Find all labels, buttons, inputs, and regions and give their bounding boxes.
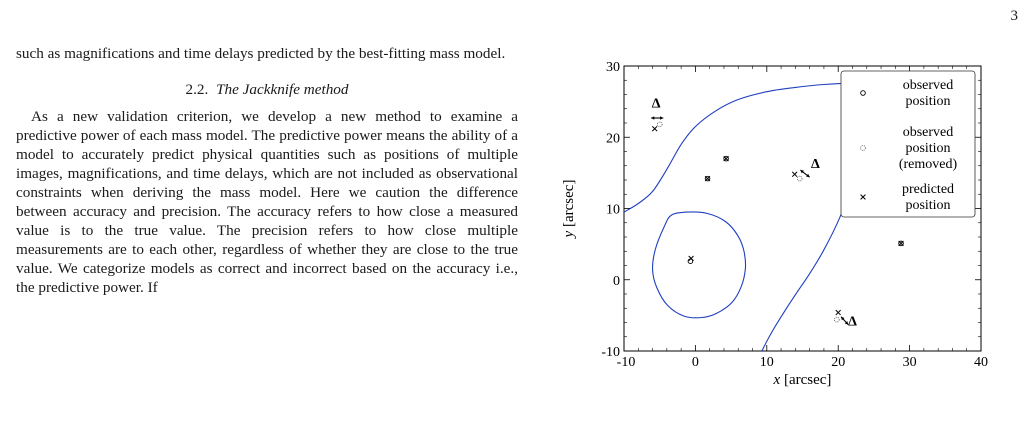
cross-stroke — [898, 240, 904, 247]
predicted-position-marker — [688, 255, 694, 262]
legend-entry-label: (removed) — [899, 157, 958, 172]
arrow-head — [844, 321, 849, 325]
legend-entry-label: position — [905, 94, 950, 109]
offset-arrow — [800, 169, 810, 178]
cross-stroke — [860, 194, 866, 200]
cross-stroke — [723, 155, 729, 162]
cross-stroke — [688, 255, 694, 262]
x-tick-label: -10 — [617, 355, 636, 370]
predicted-position-marker — [704, 175, 711, 182]
legend-entry-label: position — [905, 198, 950, 213]
legend-entry-label: observed — [903, 125, 954, 140]
circle-curve — [652, 211, 747, 319]
removed-position-marker — [796, 175, 803, 182]
offset-arrow — [651, 116, 664, 120]
delta-label: Δ — [848, 314, 857, 329]
observed-position-marker — [898, 240, 904, 247]
y-tick-label: -10 — [601, 345, 620, 360]
predicted-position-marker — [835, 309, 841, 316]
y-tick-label: 20 — [606, 131, 620, 146]
x-tick-label: 40 — [974, 355, 988, 370]
legend-observed-marker — [860, 90, 866, 96]
body-text-column: such as magnifications and time delays p… — [16, 44, 518, 297]
predicted-position-marker — [651, 125, 658, 132]
x-tick-label: 30 — [903, 355, 917, 370]
section-heading: 2.2. The Jackknife method — [16, 80, 518, 99]
arrow-head — [806, 173, 810, 178]
legend-box — [840, 70, 976, 218]
x-tick-label: 10 — [760, 355, 774, 370]
section-title: The Jackknife method — [216, 81, 349, 98]
predicted-position-marker — [898, 240, 904, 247]
predicted-position-marker — [723, 155, 729, 162]
cross-stroke — [791, 171, 798, 178]
cross-stroke — [704, 175, 711, 182]
y-axis-label: y [arcsec] — [561, 180, 577, 240]
cross-stroke — [651, 125, 658, 132]
observed-position-marker — [704, 175, 711, 182]
delta-label: Δ — [652, 96, 661, 111]
legend-entry-label: position — [905, 141, 950, 156]
legend-entry-label: observed — [903, 78, 954, 93]
x-tick-label: 0 — [692, 355, 699, 370]
arrow-head — [660, 116, 664, 120]
cross-stroke — [835, 309, 841, 316]
y-tick-label: 0 — [613, 274, 620, 289]
removed-position-marker — [656, 121, 663, 128]
predicted-position-marker — [791, 171, 798, 178]
legend-predicted-marker — [860, 194, 866, 200]
body-paragraph: As a new validation criterion, we develo… — [16, 108, 518, 296]
page-number: 3 — [1010, 8, 1019, 24]
arrow-head — [651, 116, 655, 120]
x-axis-label: x [arcsec] — [773, 372, 832, 388]
legend-entry-label: predicted — [902, 182, 954, 197]
offset-arrow — [840, 316, 849, 326]
observed-position-marker — [723, 155, 729, 162]
delta-label: Δ — [811, 157, 820, 172]
section-number: 2.2. — [185, 81, 209, 98]
intro-paragraph: such as magnifications and time delays p… — [16, 45, 506, 62]
removed-position-marker — [833, 316, 840, 323]
legend-removed-marker — [860, 145, 866, 151]
y-tick-label: 30 — [606, 60, 620, 75]
x-tick-label: 20 — [831, 355, 845, 370]
arrow-head — [800, 170, 804, 174]
y-tick-label: 10 — [606, 203, 620, 218]
arrow-head — [841, 316, 845, 321]
